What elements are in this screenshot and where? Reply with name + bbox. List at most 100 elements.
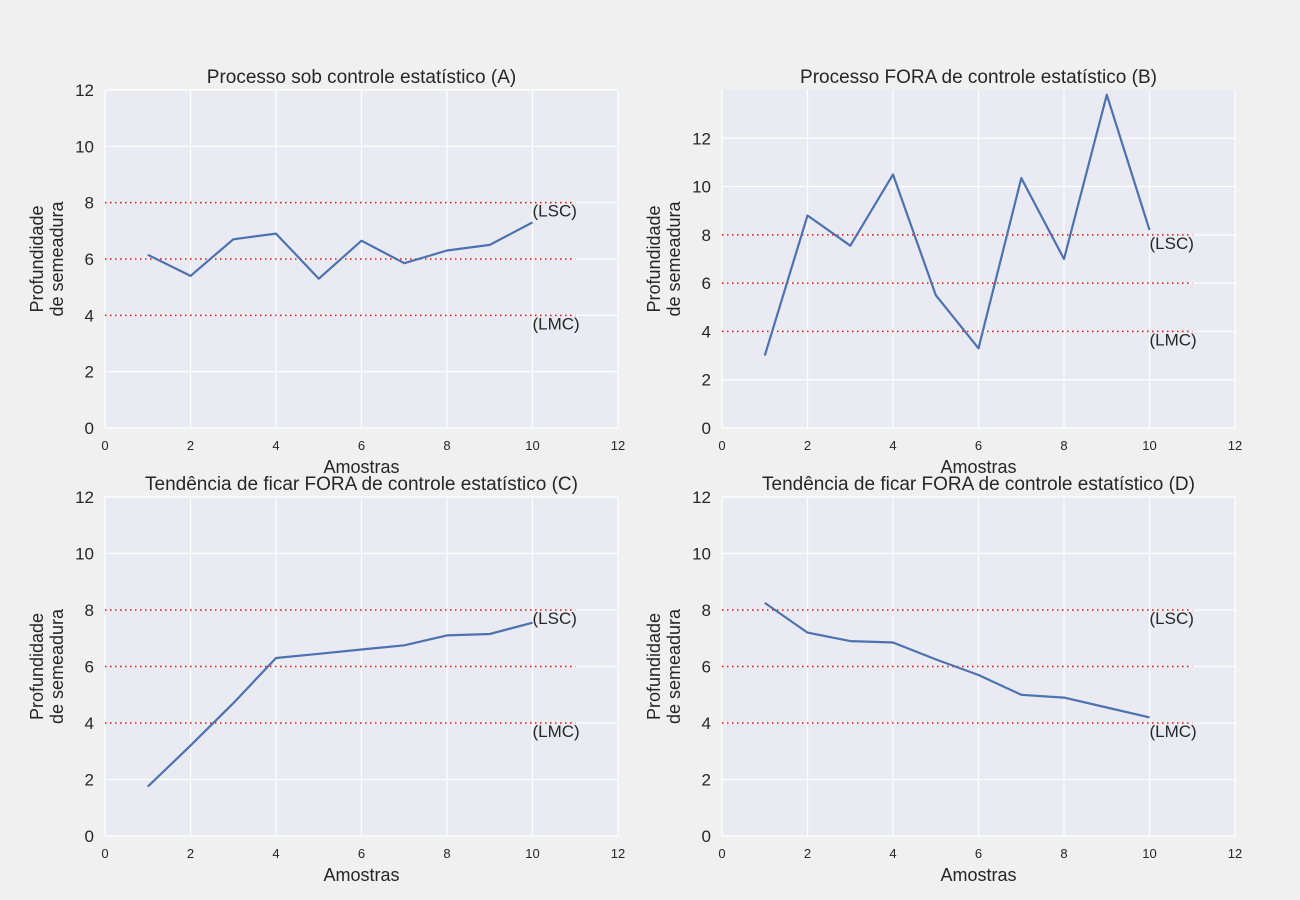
y-tick-label: 4 <box>85 306 94 325</box>
series-line <box>147 621 533 788</box>
x-tick-label: 12 <box>1228 846 1242 861</box>
y-tick-label: 12 <box>692 488 711 507</box>
x-tick-label: 6 <box>358 846 365 861</box>
data-point <box>359 238 364 243</box>
data-point <box>188 743 193 748</box>
y-tick-label: 10 <box>692 545 711 564</box>
y-tick-label: 10 <box>75 137 94 156</box>
control-limit-label: (LMC) <box>533 722 580 741</box>
y-tick-label: 4 <box>85 714 94 733</box>
y-tick-label: 10 <box>692 178 711 197</box>
data-point <box>316 276 321 281</box>
data-point <box>445 633 450 638</box>
control-limit-label: (LMC) <box>1150 722 1197 741</box>
y-tick-label: 6 <box>702 658 711 677</box>
chart-title: Tendência de ficar FORA de controle esta… <box>762 474 1195 495</box>
chart-panel-a: (LSC) (LMC) 0 2 4 6 8 10 12 0 2 4 6 8 10 12 Processo sob… <box>27 67 625 477</box>
y-tick-label: 12 <box>75 488 94 507</box>
data-point <box>976 673 981 678</box>
x-tick-label: 10 <box>525 846 539 861</box>
x-tick-label: 2 <box>804 846 811 861</box>
y-tick-label: 8 <box>702 601 711 620</box>
data-point <box>891 640 896 645</box>
x-tick-label: 6 <box>358 438 365 453</box>
x-tick-label: 6 <box>975 438 982 453</box>
y-tick-label: 0 <box>702 827 711 846</box>
data-point <box>1147 228 1152 233</box>
data-point <box>487 632 492 637</box>
y-axis-label: de semeadura <box>47 608 67 724</box>
x-tick-label: 2 <box>804 438 811 453</box>
data-point <box>274 231 279 236</box>
x-tick-label: 12 <box>611 846 625 861</box>
data-point <box>805 630 810 635</box>
data-point <box>188 273 193 278</box>
x-tick-label: 10 <box>1142 438 1156 453</box>
x-tick-label: 0 <box>101 846 108 861</box>
x-tick-label: 0 <box>718 438 725 453</box>
y-tick-label: 2 <box>702 371 711 390</box>
chart-panel-c: (LSC) (LMC) 0 2 4 6 8 10 12 0 2 4 6 8 10 12 Tendência de… <box>27 474 625 885</box>
series-line <box>763 93 1151 356</box>
x-axis-label: Amostras <box>940 865 1016 885</box>
y-tick-label: 0 <box>85 827 94 846</box>
data-point <box>1062 257 1067 262</box>
y-axis-label: Profundidade <box>644 613 664 720</box>
x-tick-label: 2 <box>187 438 194 453</box>
control-limit-label: (LMC) <box>1150 330 1197 349</box>
x-axis-label: Amostras <box>323 865 399 885</box>
x-tick-label: 4 <box>272 846 279 861</box>
data-point <box>316 651 321 656</box>
y-axis-label: de semeadura <box>664 608 684 724</box>
x-tick-label: 10 <box>525 438 539 453</box>
chart-title: Processo sob controle estatístico (A) <box>207 67 516 88</box>
data-point <box>530 620 535 625</box>
y-tick-label: 6 <box>85 250 94 269</box>
y-tick-label: 2 <box>85 771 94 790</box>
data-point <box>231 701 236 706</box>
x-tick-label: 12 <box>611 438 625 453</box>
data-point <box>445 248 450 253</box>
data-point <box>1062 695 1067 700</box>
y-tick-label: 8 <box>85 601 94 620</box>
data-point <box>976 346 981 351</box>
data-point <box>359 647 364 652</box>
y-tick-label: 4 <box>702 714 711 733</box>
y-tick-label: 8 <box>85 194 94 213</box>
series-line <box>147 221 534 280</box>
chart-panel-d: (LSC) (LMC) 0 2 4 6 8 10 12 0 2 4 6 8 10 12 Tendência de… <box>644 474 1242 885</box>
x-tick-label: 8 <box>1060 438 1067 453</box>
data-point <box>145 252 150 257</box>
y-tick-label: 10 <box>75 545 94 564</box>
x-tick-label: 8 <box>443 438 450 453</box>
x-tick-label: 4 <box>889 438 896 453</box>
y-tick-label: 4 <box>702 322 711 341</box>
data-point <box>402 643 407 648</box>
x-tick-label: 0 <box>101 438 108 453</box>
x-tick-label: 4 <box>272 438 279 453</box>
x-tick-label: 4 <box>889 846 896 861</box>
chart-panel-b: (LSC) (LMC) 0 2 4 6 8 10 12 0 2 4 6 8 10 12 Processo FOR… <box>644 67 1242 477</box>
y-tick-label: 2 <box>702 771 711 790</box>
y-tick-label: 8 <box>702 226 711 245</box>
data-point <box>1019 176 1024 181</box>
data-point <box>231 237 236 242</box>
data-point <box>1147 715 1152 720</box>
data-point <box>145 784 150 789</box>
control-limit-label: (LSC) <box>533 609 577 628</box>
y-axis-label: Profundidade <box>644 205 664 312</box>
x-tick-label: 10 <box>1142 846 1156 861</box>
control-limit-label: (LSC) <box>533 202 577 221</box>
series-line <box>764 601 1150 719</box>
data-point <box>530 220 535 225</box>
x-tick-label: 0 <box>718 846 725 861</box>
data-point <box>891 172 896 177</box>
y-axis-label: Profundidade <box>27 613 47 720</box>
x-tick-label: 6 <box>975 846 982 861</box>
data-point <box>487 242 492 247</box>
data-point <box>848 639 853 644</box>
y-tick-label: 0 <box>85 419 94 438</box>
y-tick-label: 12 <box>75 81 94 100</box>
y-axis-label: de semeadura <box>47 200 67 316</box>
